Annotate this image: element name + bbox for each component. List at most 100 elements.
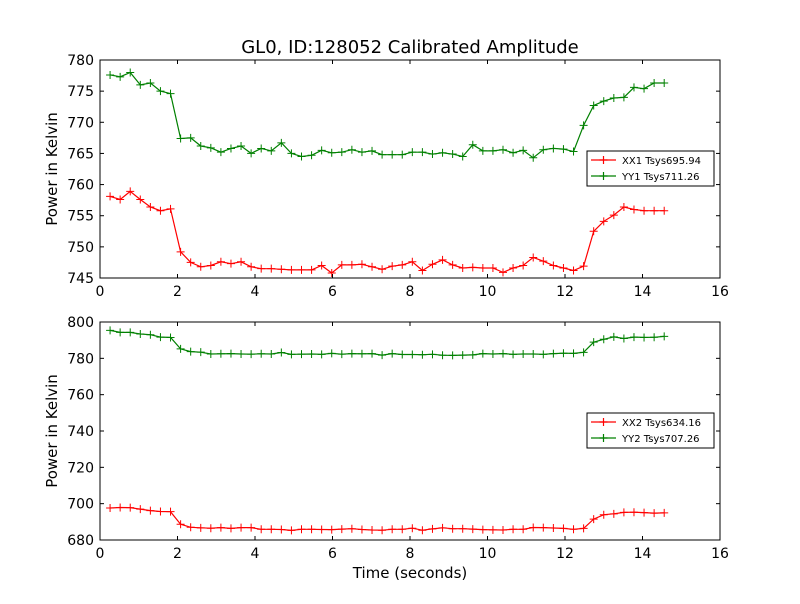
bottom-plot-series	[106, 326, 669, 535]
bottom-data-point	[660, 508, 669, 517]
bottom-data-point	[448, 351, 457, 360]
top-data-point	[307, 151, 316, 160]
bottom-data-point	[277, 348, 286, 357]
bottom-data-point	[579, 348, 588, 357]
bottom-data-point	[247, 523, 256, 532]
bottom-data-point	[488, 525, 497, 534]
top-data-point	[509, 264, 518, 273]
top-data-point	[347, 260, 356, 269]
bottom-data-point	[418, 350, 427, 359]
top-data-point	[448, 260, 457, 269]
top-data-point	[116, 72, 125, 81]
top-y-ticks: 745 750 755 760 765 770 775 780	[67, 53, 720, 287]
bottom-data-point	[418, 526, 427, 535]
bottom-data-point	[287, 350, 296, 359]
top-data-point	[478, 264, 487, 273]
top-x-tick-label: 4	[251, 284, 260, 300]
top-data-point	[267, 146, 276, 155]
bottom-y-tick-label: 800	[67, 315, 94, 331]
bottom-data-point	[257, 525, 266, 534]
top-data-point	[267, 264, 276, 273]
bottom-data-point	[297, 350, 306, 359]
top-data-point	[297, 265, 306, 274]
bottom-data-point	[579, 524, 588, 533]
bottom-data-point	[448, 524, 457, 533]
top-y-tick-label: 745	[67, 271, 94, 287]
bottom-data-point	[458, 351, 467, 360]
top-data-point	[166, 204, 175, 213]
bottom-data-point	[126, 503, 135, 512]
top-data-point	[277, 138, 286, 147]
top-data-point	[438, 148, 447, 157]
top-data-point	[378, 265, 387, 274]
bottom-data-point	[337, 525, 346, 534]
top-data-point	[509, 148, 518, 157]
top-data-point	[186, 133, 195, 142]
top-data-point	[126, 187, 135, 196]
top-data-point	[640, 206, 649, 215]
top-data-point	[640, 84, 649, 93]
top-data-point	[539, 257, 548, 266]
bottom-data-point	[549, 349, 558, 358]
top-data-point	[357, 260, 366, 269]
bottom-x-tick-label: 10	[479, 546, 497, 562]
bottom-data-point	[267, 349, 276, 358]
top-data-point	[317, 146, 326, 155]
top-data-point	[559, 145, 568, 154]
bottom-y-tick-label: 780	[67, 351, 94, 367]
top-legend-label-xx1: XX1 Tsys695.94	[622, 156, 701, 167]
bottom-data-point	[660, 332, 669, 341]
top-data-point	[418, 148, 427, 157]
top-data-point	[599, 97, 608, 106]
bottom-data-point	[176, 520, 185, 529]
bottom-data-point	[589, 338, 598, 347]
bottom-data-point	[629, 333, 638, 342]
top-data-point	[650, 206, 659, 215]
bottom-x-tick-label: 6	[328, 546, 337, 562]
bottom-x-tick-label: 16	[711, 546, 729, 562]
top-y-tick-label: 775	[67, 84, 94, 100]
bottom-data-point	[216, 349, 225, 358]
bottom-data-point	[438, 523, 447, 532]
bottom-data-point	[529, 349, 538, 358]
bottom-data-point	[650, 509, 659, 518]
top-x-tick-label: 12	[556, 284, 574, 300]
bottom-x-tick-label: 8	[406, 546, 415, 562]
bottom-data-point	[519, 349, 528, 358]
top-data-point	[539, 145, 548, 154]
bottom-data-point	[438, 351, 447, 360]
bottom-x-tick-label: 12	[556, 546, 574, 562]
bottom-data-point	[116, 328, 125, 337]
bottom-data-point	[509, 350, 518, 359]
top-data-point	[106, 192, 115, 201]
top-data-point	[247, 149, 256, 158]
top-data-point	[146, 202, 155, 211]
top-data-point	[247, 262, 256, 271]
top-data-point	[398, 150, 407, 159]
top-data-point	[458, 264, 467, 273]
bottom-data-point	[398, 350, 407, 359]
top-data-point	[307, 265, 316, 274]
top-data-point	[448, 150, 457, 159]
bottom-data-point	[287, 526, 296, 535]
bottom-legend-marker-yy2	[599, 434, 608, 442]
top-data-point	[428, 260, 437, 269]
bottom-data-point	[408, 350, 417, 359]
bottom-y-tick-label: 680	[67, 533, 94, 549]
top-data-point	[599, 217, 608, 226]
bottom-legend-box	[586, 412, 715, 449]
bottom-y-tick-label: 760	[67, 388, 94, 404]
bottom-data-point	[186, 523, 195, 532]
top-legend: XX1 Tsys695.94 YY1 Tsys711.26	[586, 150, 715, 187]
top-data-point	[317, 261, 326, 270]
bottom-data-point	[509, 525, 518, 534]
top-data-point	[478, 146, 487, 155]
bottom-data-point	[136, 505, 145, 514]
chart-title: GL0, ID:128052 Calibrated Amplitude	[241, 37, 579, 58]
bottom-data-point	[609, 509, 618, 518]
top-data-point	[347, 145, 356, 154]
bottom-data-point	[478, 525, 487, 534]
top-data-point	[579, 262, 588, 271]
bottom-data-point	[186, 347, 195, 356]
